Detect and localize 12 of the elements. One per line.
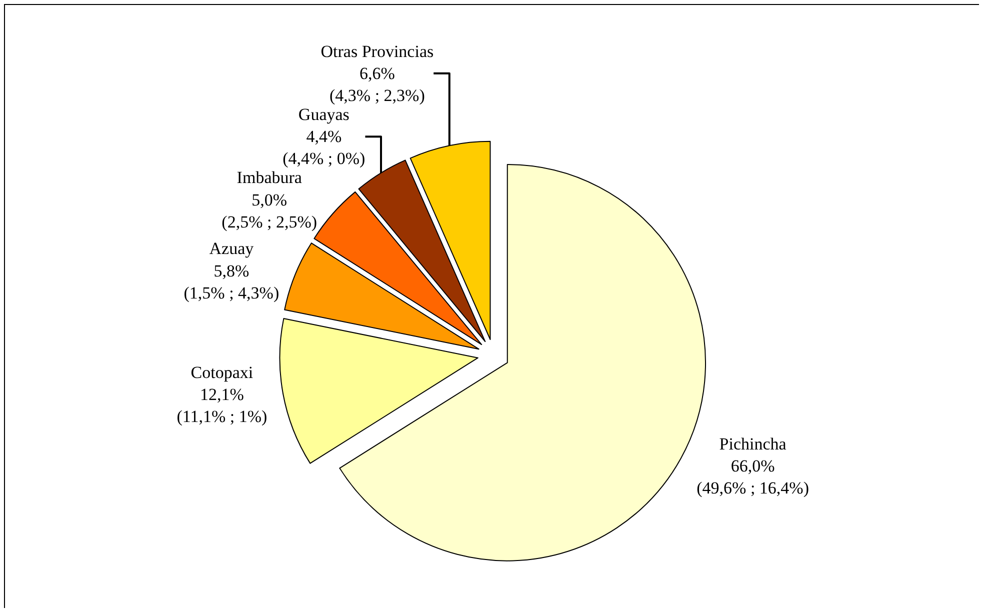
slice-label: Azuay: [209, 239, 254, 258]
data-label: 6,6% (4,3% ; 2,3%): [329, 64, 425, 106]
slice-label: Pichincha: [719, 434, 787, 454]
data-label: 66,0% (49,6% ; 16,4%): [696, 456, 809, 498]
data-label: 5,0% (2,5% ; 2,5%): [222, 190, 318, 232]
data-label: 4,4% (4,4% ; 0%): [282, 127, 366, 168]
slice-label: Guayas: [298, 105, 350, 124]
data-label: 12,1% (11,1% ; 1%): [176, 385, 268, 426]
data-label: 5,8% (1,5% ; 4,3%): [184, 261, 280, 302]
slice-label: Imbabura: [236, 168, 302, 188]
slice-label: Cotopaxi: [190, 362, 254, 382]
slice-label: Otras Provincias: [320, 42, 434, 61]
